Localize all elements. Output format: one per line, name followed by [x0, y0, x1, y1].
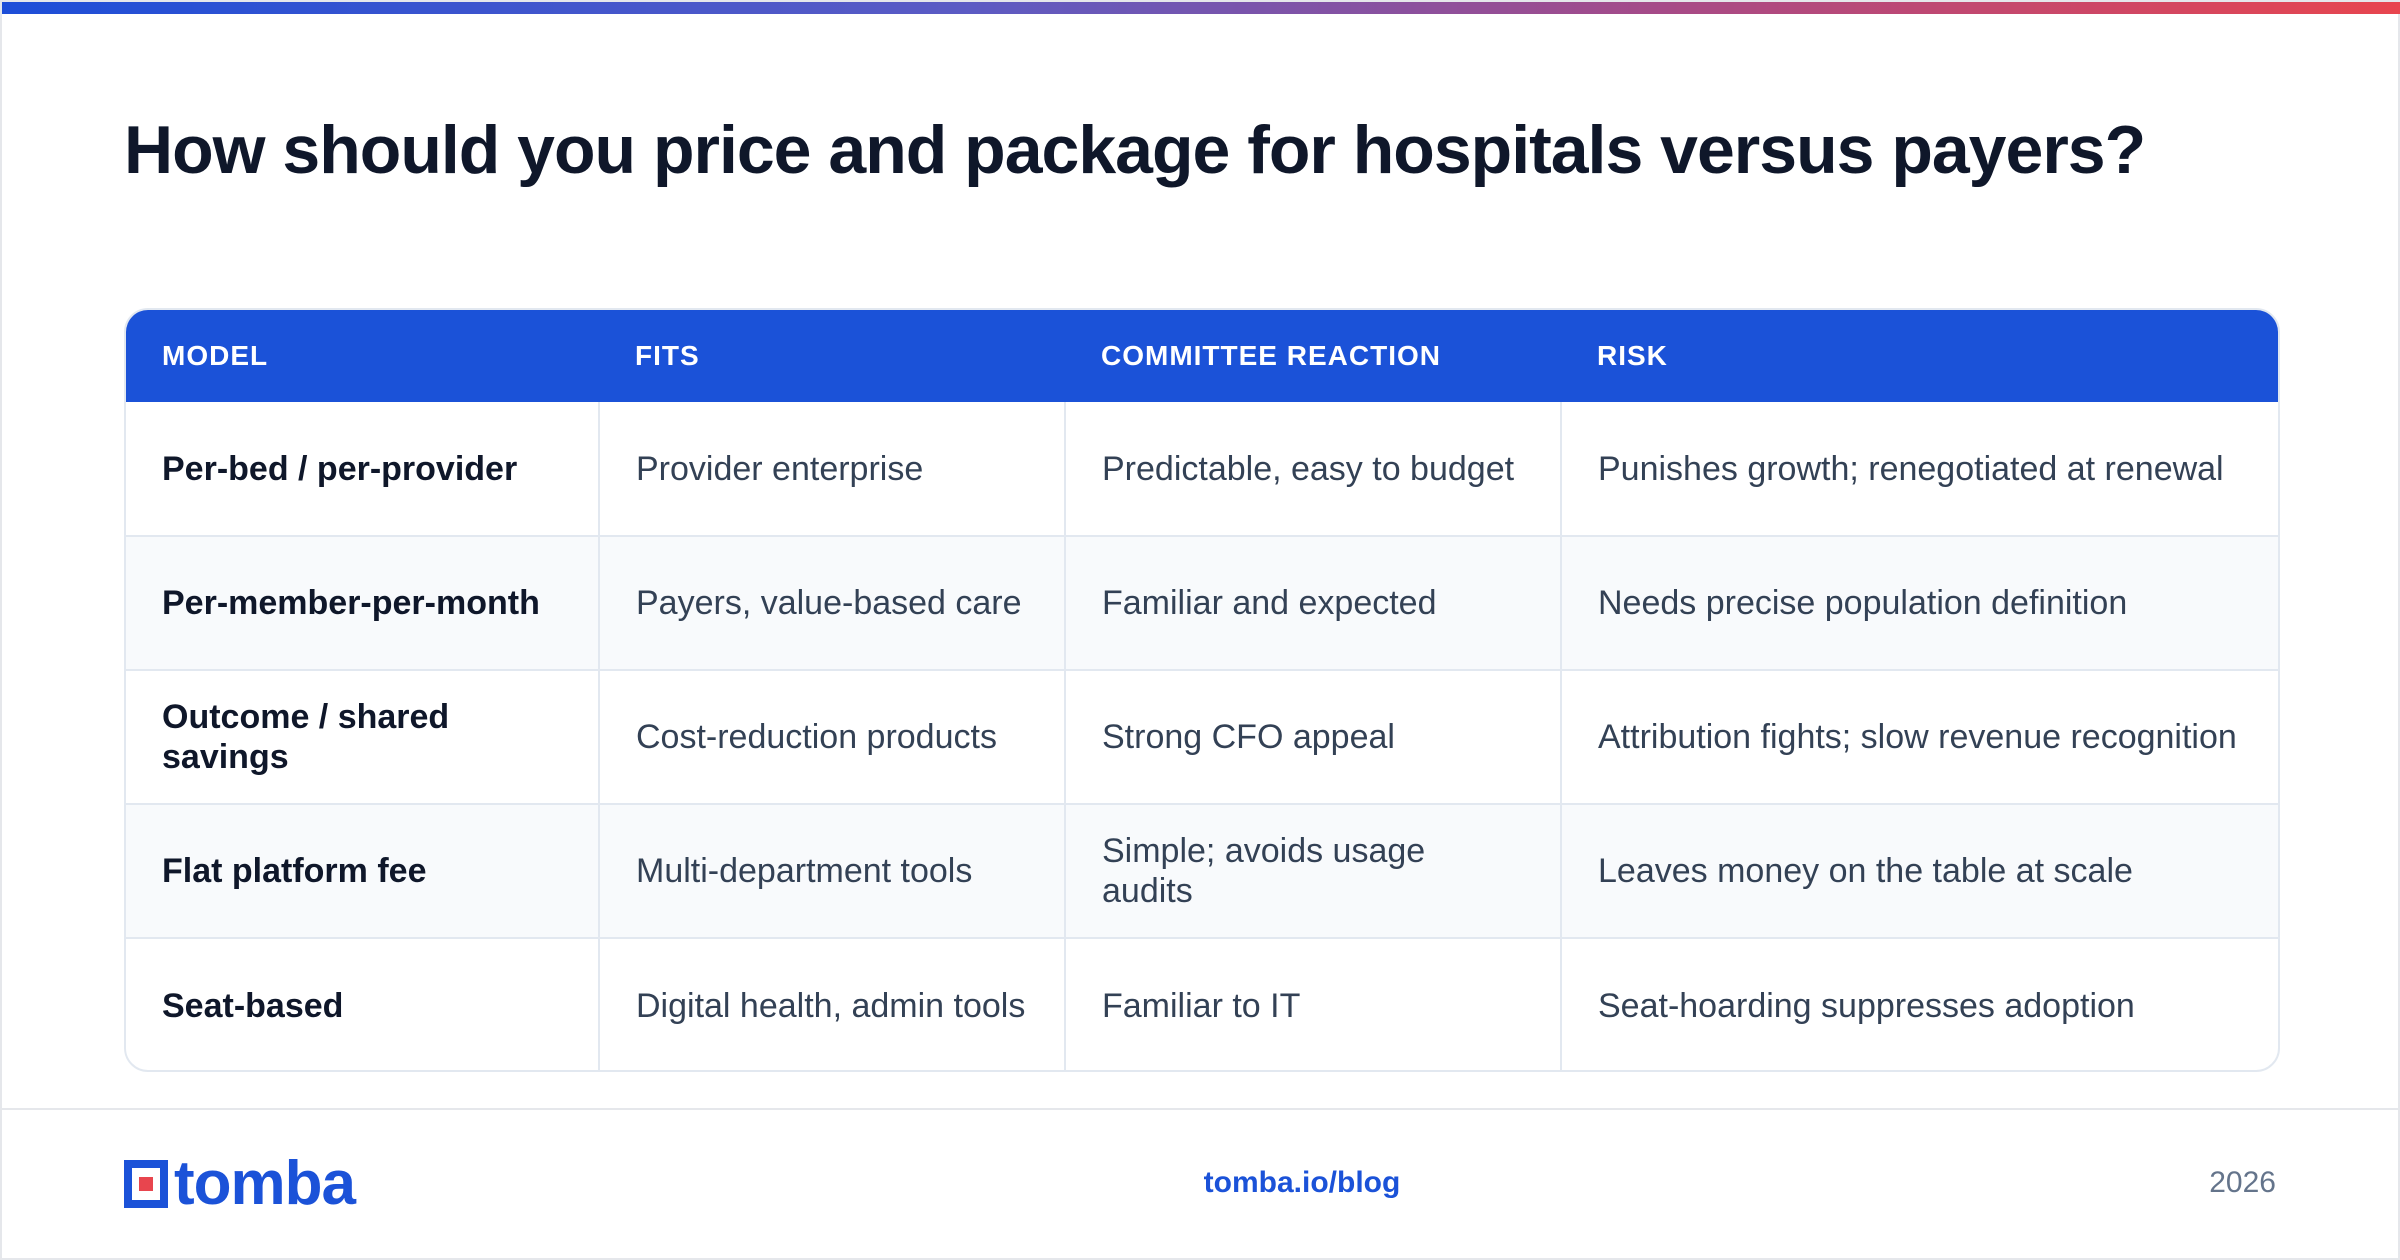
cell-model: Outcome / shared savings	[126, 669, 599, 804]
gradient-top-bar	[2, 2, 2400, 14]
table-row: Per-member-per-month Payers, value-based…	[126, 535, 2278, 670]
logo-wordmark: tomba	[174, 1149, 356, 1218]
cell-fits: Digital health, admin tools	[598, 937, 1065, 1070]
cell-model: Flat platform fee	[126, 803, 599, 938]
column-header-committee-reaction: COMMITTEE REACTION	[1101, 340, 1441, 371]
blog-link[interactable]: tomba.io/blog	[1203, 1166, 1401, 1199]
cell-committee-reaction: Predictable, easy to budget	[1064, 402, 1561, 536]
cell-committee-reaction: Familiar to IT	[1064, 937, 1561, 1070]
table-row: Flat platform fee Multi-department tools…	[126, 803, 2278, 938]
table-row: Per-bed / per-provider Provider enterpri…	[126, 402, 2278, 536]
page-title: How should you price and package for hos…	[124, 112, 2146, 188]
column-header-risk: RISK	[1597, 340, 1668, 371]
cell-model: Per-member-per-month	[126, 535, 599, 670]
column-header-fits: FITS	[635, 340, 700, 371]
cell-fits: Provider enterprise	[598, 402, 1065, 536]
table-header-row: MODEL FITS COMMITTEE REACTION RISK	[126, 310, 2278, 402]
pricing-models-table: MODEL FITS COMMITTEE REACTION RISK Per-b…	[124, 308, 2280, 1072]
footer-divider	[2, 1108, 2400, 1110]
footer-year: 2026	[2209, 1166, 2276, 1199]
cell-committee-reaction: Familiar and expected	[1064, 535, 1561, 670]
column-header-model: MODEL	[162, 340, 269, 371]
tomba-logo[interactable]: tomba	[124, 1149, 356, 1218]
cell-risk: Punishes growth; renegotiated at renewal	[1560, 402, 2278, 536]
cell-fits: Multi-department tools	[598, 803, 1065, 938]
cell-model: Seat-based	[126, 937, 599, 1070]
table-row: Outcome / shared savings Cost-reduction …	[126, 669, 2278, 804]
cell-risk: Seat-hoarding suppresses adoption	[1560, 937, 2278, 1070]
cell-committee-reaction: Simple; avoids usage audits	[1064, 803, 1561, 938]
cell-risk: Leaves money on the table at scale	[1560, 803, 2278, 938]
tomba-logo-icon	[124, 1160, 168, 1208]
cell-fits: Cost-reduction products	[598, 669, 1065, 804]
cell-fits: Payers, value-based care	[598, 535, 1065, 670]
cell-risk: Needs precise population definition	[1560, 535, 2278, 670]
cell-risk: Attribution fights; slow revenue recogni…	[1560, 669, 2278, 804]
cell-committee-reaction: Strong CFO appeal	[1064, 669, 1561, 804]
table-row: Seat-based Digital health, admin tools F…	[126, 937, 2278, 1070]
cell-model: Per-bed / per-provider	[162, 449, 518, 488]
